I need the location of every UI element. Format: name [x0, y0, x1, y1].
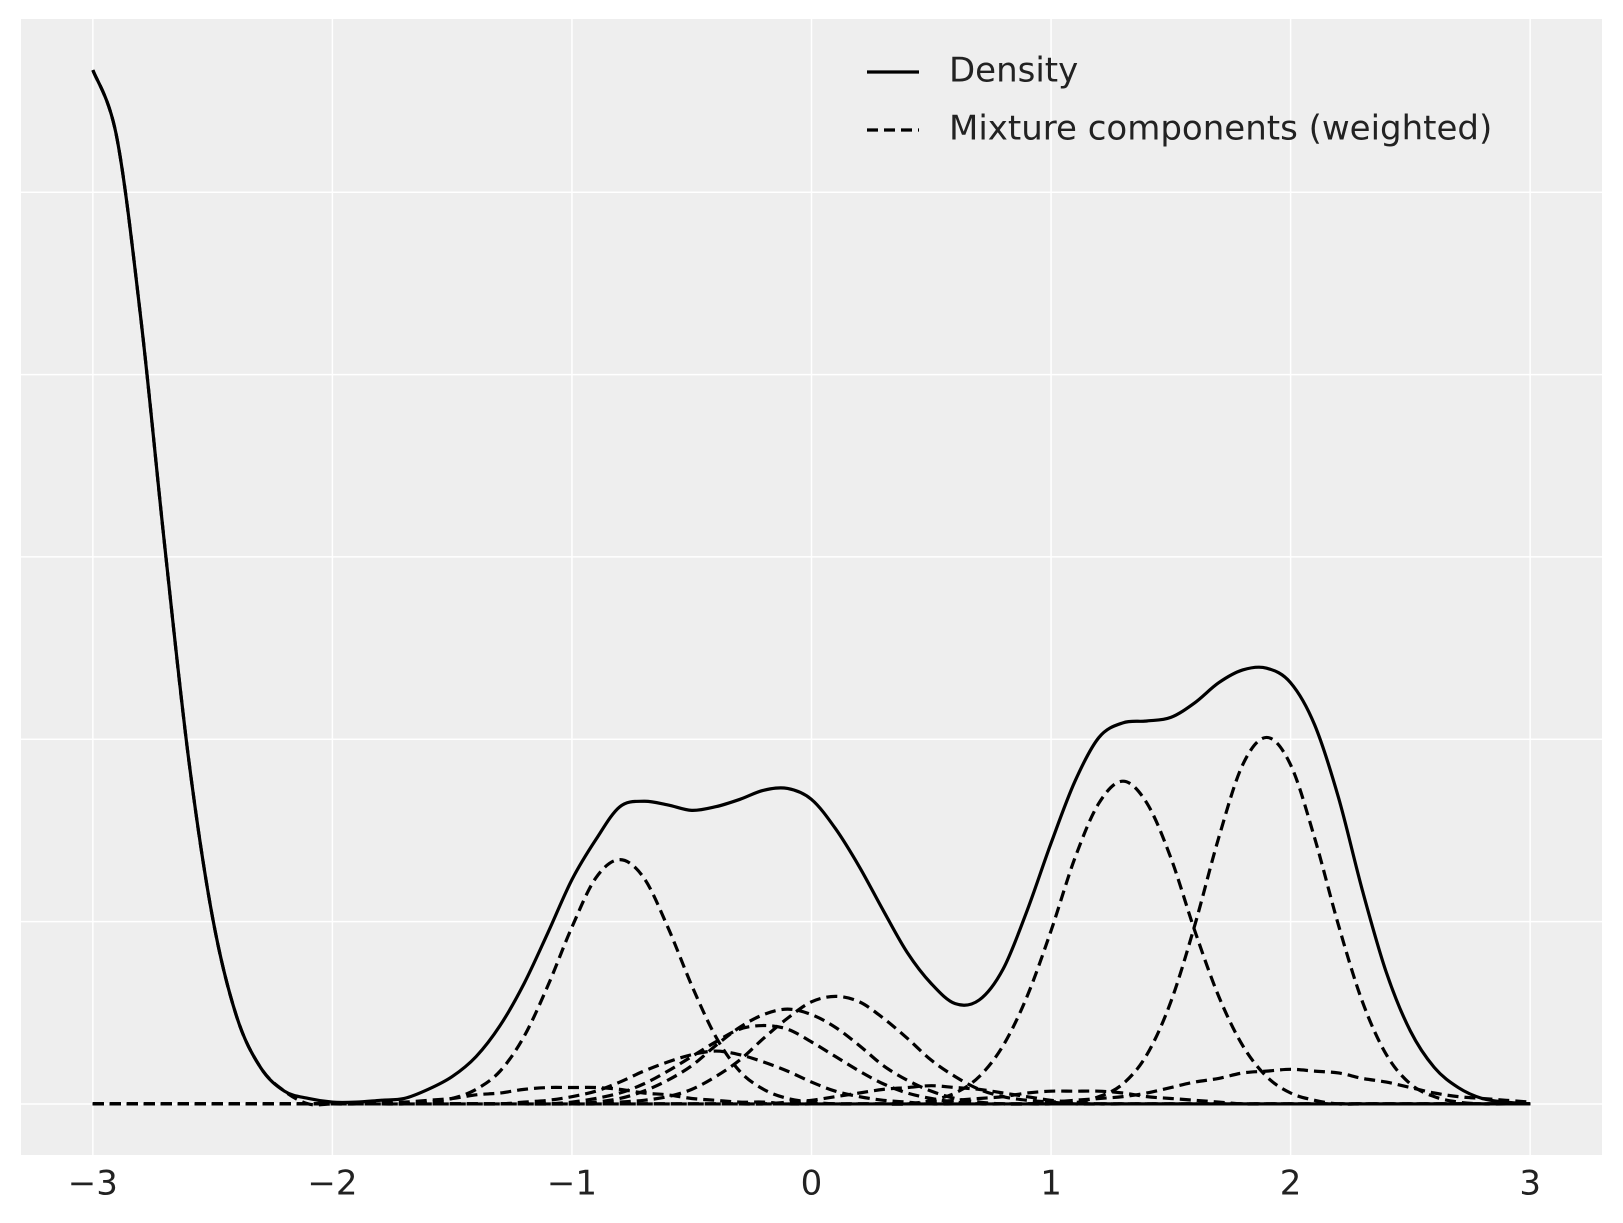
x-tick-label: −3 — [68, 1164, 118, 1204]
component-line — [92, 1089, 1531, 1106]
density-line — [91, 69, 1531, 1106]
legend-label: Mixture components (weighted) — [949, 109, 1492, 149]
x-tick-label: 3 — [1519, 1164, 1541, 1204]
legend-label: Density — [949, 51, 1078, 91]
x-tick-label: −2 — [307, 1164, 357, 1204]
x-tick-label: 1 — [1040, 1164, 1062, 1204]
x-tick-label: 0 — [801, 1164, 823, 1204]
x-tick-label: −1 — [547, 1164, 597, 1204]
x-tick-label: 2 — [1280, 1164, 1302, 1204]
